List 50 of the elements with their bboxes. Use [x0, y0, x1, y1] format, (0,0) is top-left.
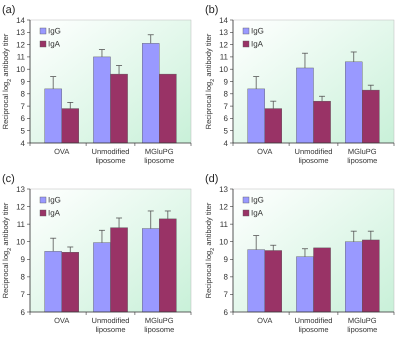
y-tick-label: 13: [219, 184, 229, 194]
y-tick-label: 12: [16, 202, 26, 212]
y-tick-label: 9: [224, 77, 229, 86]
y-tick-label: 4: [20, 138, 26, 148]
chart-title: (a): [2, 4, 16, 16]
y-tick-label: 7: [20, 290, 26, 300]
chart-title: (c): [2, 173, 15, 185]
y-tick-label: 6: [20, 308, 26, 317]
y-tick-label: 6: [224, 114, 229, 124]
y-tick-label: 7: [224, 290, 229, 300]
y-tick-label: 10: [219, 238, 229, 247]
y-tick-label: 5: [224, 126, 229, 136]
y-tick-label: 6: [224, 308, 229, 317]
y-tick-label: 12: [16, 40, 26, 50]
y-tick-label: 8: [20, 272, 26, 282]
legend-label: IgG: [251, 196, 264, 204]
y-tick-label: 11: [16, 52, 26, 62]
y-tick-label: 12: [219, 202, 229, 212]
y-tick-label: 7: [20, 102, 26, 111]
y-tick-label: 11: [220, 52, 229, 62]
y-tick-label: 13: [16, 28, 26, 38]
y-tick-label: 14: [16, 16, 26, 25]
y-tick-label: 13: [219, 28, 229, 38]
y-tick-label: 9: [20, 255, 26, 264]
legend-label: IgA: [251, 208, 264, 218]
y-tick-label: 12: [219, 40, 229, 50]
y-tick-label: 9: [20, 77, 26, 86]
y-tick-label: 8: [224, 90, 229, 99]
y-tick-label: 14: [219, 16, 229, 25]
legend-label: IgG: [48, 196, 61, 204]
chart-title: (d): [205, 173, 218, 185]
y-tick-label: 8: [224, 272, 229, 282]
y-tick-label: 13: [16, 184, 26, 194]
y-tick-label: 11: [220, 220, 229, 229]
chart-title: (b): [205, 4, 218, 16]
legend-label: IgA: [251, 40, 264, 48]
y-tick-label: 4: [224, 138, 229, 148]
legend-label: IgA: [48, 40, 61, 48]
y-tick-label: 7: [224, 102, 229, 111]
legend-label: IgG: [251, 26, 264, 36]
y-tick-label: 6: [20, 114, 26, 124]
y-tick-label: 5: [20, 126, 26, 136]
legend-label: IgA: [48, 208, 61, 218]
y-tick-label: 10: [16, 238, 26, 247]
y-tick-label: 10: [16, 65, 26, 74]
legend-label: IgG: [48, 26, 61, 36]
y-tick-label: 11: [16, 220, 26, 229]
y-tick-label: 8: [20, 90, 26, 99]
y-tick-label: 10: [219, 65, 229, 74]
y-tick-label: 9: [224, 255, 229, 264]
